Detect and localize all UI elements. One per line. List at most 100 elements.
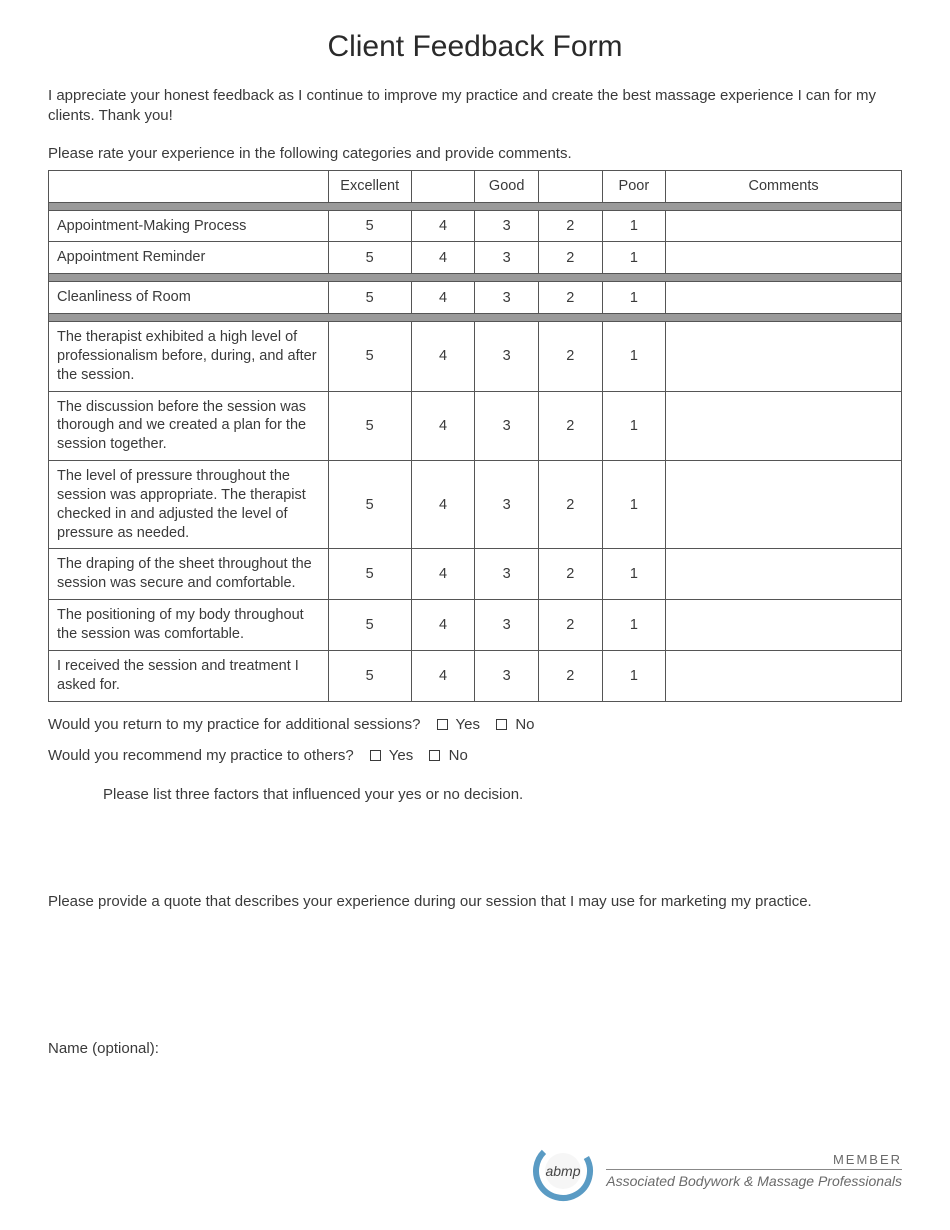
rating-cell[interactable]: 1 (602, 391, 666, 461)
question-recommend-text: Would you recommend my practice to other… (48, 747, 354, 764)
row-label: The discussion before the session was th… (49, 391, 329, 461)
row-label: The therapist exhibited a high level of … (49, 322, 329, 392)
rating-cell[interactable]: 2 (538, 282, 602, 314)
header-good: Good (475, 170, 539, 202)
rating-cell[interactable]: 3 (475, 650, 539, 701)
rating-cell[interactable]: 1 (602, 600, 666, 651)
rating-cell[interactable]: 2 (538, 322, 602, 392)
rating-cell[interactable]: 1 (602, 650, 666, 701)
comments-cell[interactable] (666, 549, 902, 600)
rating-cell[interactable]: 4 (411, 391, 475, 461)
intro-text: I appreciate your honest feedback as I c… (48, 86, 902, 127)
table-row: Cleanliness of Room54321 (49, 282, 902, 314)
rating-cell[interactable]: 3 (475, 461, 539, 549)
comments-cell[interactable] (666, 210, 902, 242)
rating-cell[interactable]: 3 (475, 549, 539, 600)
rating-cell[interactable]: 3 (475, 282, 539, 314)
header-4 (411, 170, 475, 202)
rating-cell[interactable]: 4 (411, 322, 475, 392)
rating-cell[interactable]: 2 (538, 461, 602, 549)
row-label: The level of pressure throughout the ses… (49, 461, 329, 549)
rating-cell[interactable]: 1 (602, 210, 666, 242)
rating-cell[interactable]: 5 (328, 282, 411, 314)
rating-cell[interactable]: 5 (328, 242, 411, 274)
table-row: Appointment Reminder54321 (49, 242, 902, 274)
comments-cell[interactable] (666, 461, 902, 549)
rating-cell[interactable]: 4 (411, 282, 475, 314)
rating-cell[interactable]: 1 (602, 282, 666, 314)
separator-row (49, 202, 902, 210)
row-label: The draping of the sheet throughout the … (49, 549, 329, 600)
checkbox-recommend-yes[interactable] (370, 750, 381, 761)
abmp-logo-icon: abmp (532, 1140, 594, 1202)
table-row: Appointment-Making Process54321 (49, 210, 902, 242)
comments-cell[interactable] (666, 650, 902, 701)
table-row: The therapist exhibited a high level of … (49, 322, 902, 392)
name-optional-label: Name (optional): (48, 1040, 902, 1057)
checkbox-return-yes[interactable] (437, 719, 448, 730)
label-no: No (449, 747, 468, 764)
footer: abmp MEMBER Associated Bodywork & Massag… (48, 1140, 902, 1202)
rating-cell[interactable]: 5 (328, 549, 411, 600)
header-2 (538, 170, 602, 202)
table-row: The discussion before the session was th… (49, 391, 902, 461)
label-yes: Yes (456, 716, 480, 733)
comments-cell[interactable] (666, 242, 902, 274)
rating-cell[interactable]: 2 (538, 549, 602, 600)
instruction-text: Please rate your experience in the follo… (48, 145, 902, 162)
rating-cell[interactable]: 5 (328, 650, 411, 701)
label-yes: Yes (389, 747, 413, 764)
rating-cell[interactable]: 5 (328, 210, 411, 242)
row-label: I received the session and treatment I a… (49, 650, 329, 701)
comments-cell[interactable] (666, 282, 902, 314)
quote-prompt: Please provide a quote that describes yo… (48, 893, 902, 910)
svg-text:abmp: abmp (546, 1163, 581, 1179)
rating-cell[interactable]: 2 (538, 242, 602, 274)
rating-cell[interactable]: 3 (475, 322, 539, 392)
rating-cell[interactable]: 3 (475, 600, 539, 651)
rating-cell[interactable]: 3 (475, 242, 539, 274)
rating-cell[interactable]: 5 (328, 600, 411, 651)
factors-prompt: Please list three factors that influence… (103, 786, 902, 803)
comments-cell[interactable] (666, 322, 902, 392)
row-label: Cleanliness of Room (49, 282, 329, 314)
rating-cell[interactable]: 5 (328, 461, 411, 549)
rating-cell[interactable]: 4 (411, 549, 475, 600)
separator-row (49, 314, 902, 322)
rating-cell[interactable]: 5 (328, 322, 411, 392)
rating-cell[interactable]: 3 (475, 391, 539, 461)
rating-cell[interactable]: 1 (602, 242, 666, 274)
question-return: Would you return to my practice for addi… (48, 716, 902, 733)
rating-cell[interactable]: 4 (411, 242, 475, 274)
rating-cell[interactable]: 1 (602, 322, 666, 392)
rating-cell[interactable]: 2 (538, 391, 602, 461)
checkbox-recommend-no[interactable] (429, 750, 440, 761)
row-label: Appointment Reminder (49, 242, 329, 274)
rating-cell[interactable]: 3 (475, 210, 539, 242)
separator-row (49, 274, 902, 282)
rating-cell[interactable]: 2 (538, 600, 602, 651)
footer-text: MEMBER Associated Bodywork & Massage Pro… (606, 1151, 902, 1190)
table-row: The level of pressure throughout the ses… (49, 461, 902, 549)
rating-cell[interactable]: 1 (602, 549, 666, 600)
rating-cell[interactable]: 4 (411, 210, 475, 242)
table-row: The positioning of my body throughout th… (49, 600, 902, 651)
table-header-row: Excellent Good Poor Comments (49, 170, 902, 202)
comments-cell[interactable] (666, 600, 902, 651)
rating-cell[interactable]: 2 (538, 210, 602, 242)
header-blank (49, 170, 329, 202)
checkbox-return-no[interactable] (496, 719, 507, 730)
rating-table: Excellent Good Poor Comments Appointment… (48, 170, 902, 702)
comments-cell[interactable] (666, 391, 902, 461)
rating-cell[interactable]: 4 (411, 600, 475, 651)
table-row: The draping of the sheet throughout the … (49, 549, 902, 600)
question-return-text: Would you return to my practice for addi… (48, 716, 420, 733)
rating-cell[interactable]: 1 (602, 461, 666, 549)
header-excellent: Excellent (328, 170, 411, 202)
row-label: Appointment-Making Process (49, 210, 329, 242)
rating-cell[interactable]: 5 (328, 391, 411, 461)
rating-cell[interactable]: 4 (411, 461, 475, 549)
rating-cell[interactable]: 2 (538, 650, 602, 701)
form-title: Client Feedback Form (48, 30, 902, 64)
rating-cell[interactable]: 4 (411, 650, 475, 701)
